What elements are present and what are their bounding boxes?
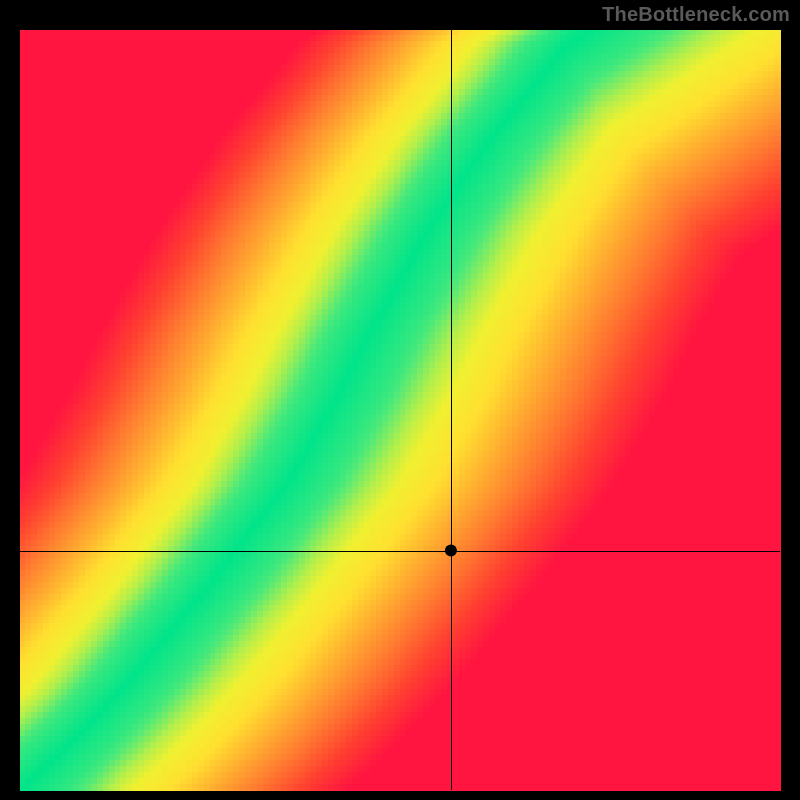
bottleneck-heatmap (0, 0, 800, 800)
chart-container: TheBottleneck.com (0, 0, 800, 800)
watermark-text: TheBottleneck.com (602, 4, 790, 27)
